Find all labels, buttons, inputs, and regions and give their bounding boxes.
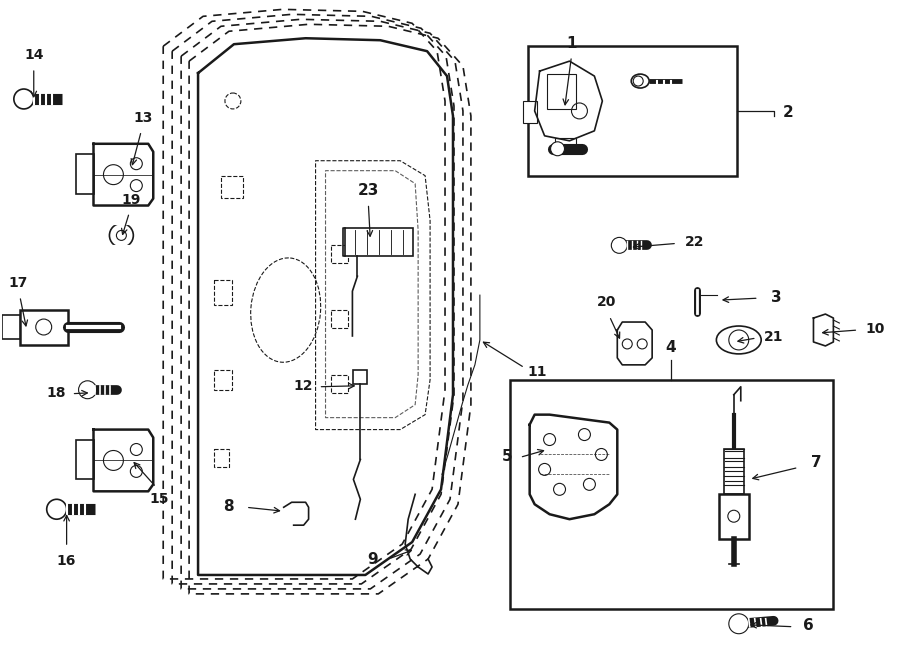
Text: 17: 17: [8, 276, 28, 290]
Text: 18: 18: [47, 386, 67, 400]
Text: 23: 23: [357, 183, 379, 198]
Bar: [2, 315, 20, 339]
Ellipse shape: [631, 74, 649, 88]
Bar: [214, 449, 229, 467]
Text: 21: 21: [764, 330, 783, 344]
Bar: [354, 370, 367, 384]
Polygon shape: [535, 61, 602, 141]
Circle shape: [551, 142, 564, 156]
Bar: [554, 137, 577, 152]
Bar: [330, 310, 348, 328]
Text: 2: 2: [783, 105, 794, 120]
Circle shape: [611, 237, 627, 253]
Bar: [546, 74, 577, 109]
Polygon shape: [94, 430, 153, 491]
Text: 22: 22: [685, 235, 705, 249]
Bar: [221, 176, 243, 198]
Text: 8: 8: [223, 499, 234, 514]
Bar: [214, 280, 232, 305]
Bar: [20, 310, 68, 345]
Text: 20: 20: [597, 295, 616, 309]
Bar: [346, 229, 413, 256]
Bar: [523, 101, 536, 123]
Bar: [330, 375, 348, 393]
Bar: [527, 46, 737, 176]
Circle shape: [14, 89, 34, 109]
Bar: [76, 154, 94, 194]
Text: 19: 19: [122, 192, 141, 206]
Bar: [214, 370, 232, 390]
Polygon shape: [530, 414, 617, 519]
Polygon shape: [94, 144, 153, 206]
Text: 3: 3: [771, 290, 782, 305]
Text: 13: 13: [133, 111, 153, 125]
Text: 5: 5: [501, 449, 512, 464]
Polygon shape: [284, 502, 309, 525]
Text: 15: 15: [149, 492, 169, 506]
Bar: [76, 440, 94, 479]
Circle shape: [110, 223, 133, 247]
Bar: [509, 380, 833, 609]
Circle shape: [47, 499, 67, 519]
Bar: [719, 494, 749, 539]
Bar: [724, 449, 743, 494]
Polygon shape: [814, 314, 833, 346]
Text: 10: 10: [866, 322, 885, 336]
Circle shape: [78, 381, 96, 399]
Text: 4: 4: [666, 340, 677, 356]
Text: 9: 9: [367, 551, 378, 566]
Text: 6: 6: [803, 618, 814, 633]
Polygon shape: [617, 322, 652, 365]
Text: 1: 1: [566, 36, 577, 51]
Text: 7: 7: [811, 455, 822, 470]
Text: 12: 12: [294, 379, 313, 393]
Bar: [330, 245, 348, 263]
Circle shape: [729, 614, 749, 634]
Text: 14: 14: [24, 48, 43, 62]
Text: 11: 11: [528, 365, 547, 379]
Text: 16: 16: [57, 554, 76, 568]
Ellipse shape: [716, 326, 761, 354]
